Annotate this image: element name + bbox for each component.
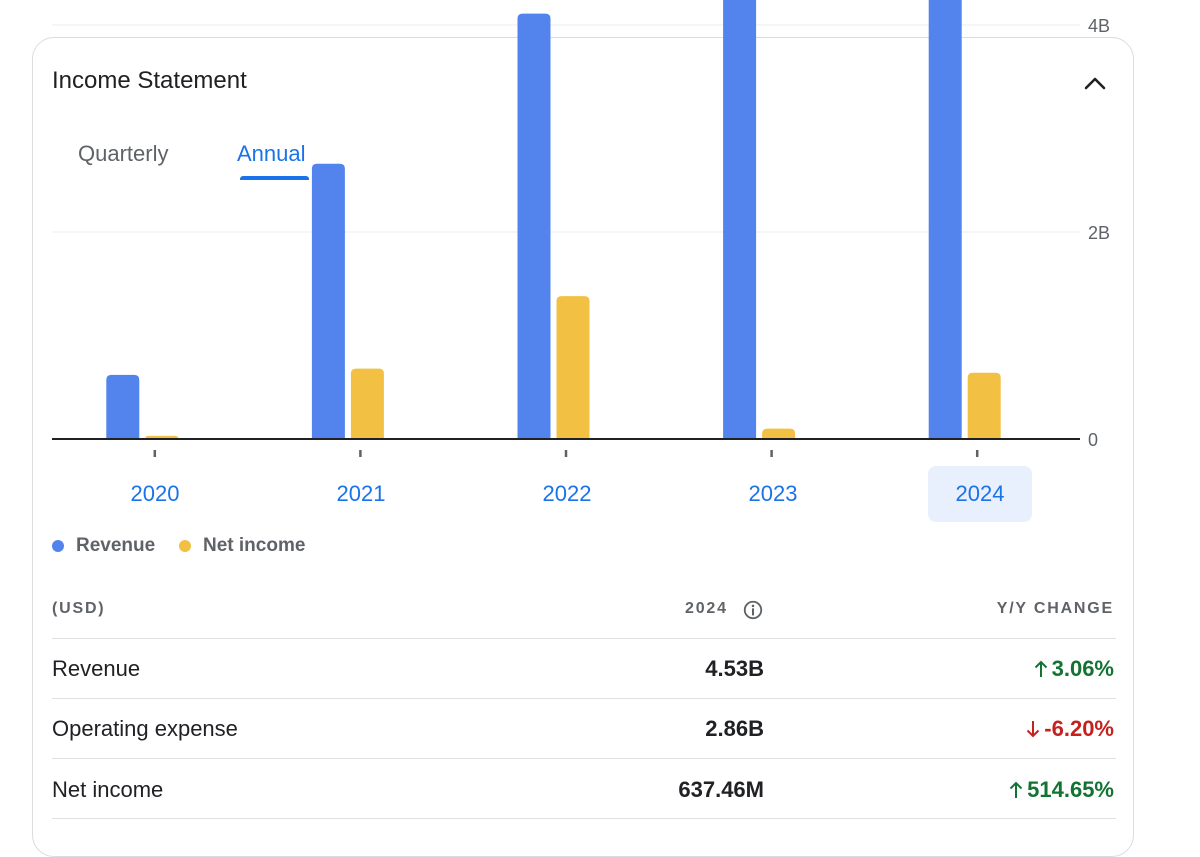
- bar-revenue-2023[interactable]: [723, 0, 757, 439]
- arrow-down-icon: [1027, 721, 1040, 738]
- arrow-up-icon: [1034, 660, 1047, 677]
- bar-net-income-2024[interactable]: [967, 372, 1001, 439]
- row-change-operating-expense: -6.20%: [1026, 716, 1114, 742]
- row-label-revenue: Revenue: [52, 656, 141, 681]
- row-change-revenue: 3.06%: [1034, 656, 1114, 682]
- legend-revenue-label: Revenue: [76, 535, 156, 556]
- table-header-change: Y/Y CHANGE: [996, 600, 1114, 617]
- bar-revenue-2020[interactable]: [106, 374, 140, 439]
- table-divider: [52, 758, 1116, 759]
- row-label-net-income: Net income: [52, 777, 164, 802]
- legend-revenue: Revenue: [52, 535, 155, 557]
- collapse-button[interactable]: [1076, 64, 1114, 102]
- bar-revenue-2024[interactable]: [928, 0, 962, 439]
- year-button-2023[interactable]: 2023: [748, 481, 798, 506]
- table-header-year: 2024: [685, 600, 728, 617]
- tab-quarterly[interactable]: Quarterly: [78, 141, 169, 166]
- table-divider: [52, 698, 1116, 699]
- bar-net-income-2023[interactable]: [762, 428, 796, 439]
- info-icon[interactable]: [742, 599, 764, 621]
- row-change-operating-expense-value: -6.20%: [1044, 716, 1114, 741]
- row-value-revenue: 4.53B: [705, 656, 764, 681]
- tab-annual[interactable]: Annual: [237, 141, 306, 166]
- chevron-up-icon: [1084, 77, 1106, 90]
- table-header-currency: (USD): [52, 600, 106, 617]
- bar-revenue-2021[interactable]: [311, 163, 345, 439]
- row-change-revenue-value: 3.06%: [1051, 656, 1114, 681]
- y-tick-label: 0: [1088, 430, 1098, 450]
- row-value-operating-expense: 2.86B: [705, 716, 764, 741]
- row-change-net-income-value: 514.65%: [1027, 777, 1114, 802]
- year-button-2024[interactable]: 2024: [928, 466, 1032, 522]
- y-tick-label: 4B: [1088, 16, 1110, 36]
- row-change-net-income: 514.65%: [1009, 777, 1114, 803]
- bar-revenue-2022[interactable]: [517, 13, 551, 440]
- row-value-net-income: 637.46M: [678, 777, 764, 802]
- row-label-operating-expense: Operating expense: [52, 716, 238, 741]
- legend-revenue-dot: [52, 540, 64, 552]
- arrow-up-icon: [1009, 781, 1023, 798]
- year-button-2020[interactable]: 2020: [130, 481, 180, 506]
- income-chart: 4B 2B 0: [52, 0, 1110, 457]
- year-button-2022[interactable]: 2022: [542, 481, 592, 506]
- bar-net-income-2022[interactable]: [556, 296, 590, 439]
- table-divider: [52, 638, 1116, 639]
- table-divider: [52, 818, 1116, 819]
- bar-net-income-2021[interactable]: [350, 368, 384, 439]
- legend-net-income: Net income: [179, 535, 305, 557]
- y-tick-label: 2B: [1088, 223, 1110, 243]
- card-title: Income Statement: [52, 67, 247, 94]
- legend-net-income-dot: [179, 540, 191, 552]
- year-button-2021[interactable]: 2021: [336, 481, 386, 506]
- legend-net-income-label: Net income: [203, 535, 306, 556]
- tab-annual-indicator: [240, 176, 309, 180]
